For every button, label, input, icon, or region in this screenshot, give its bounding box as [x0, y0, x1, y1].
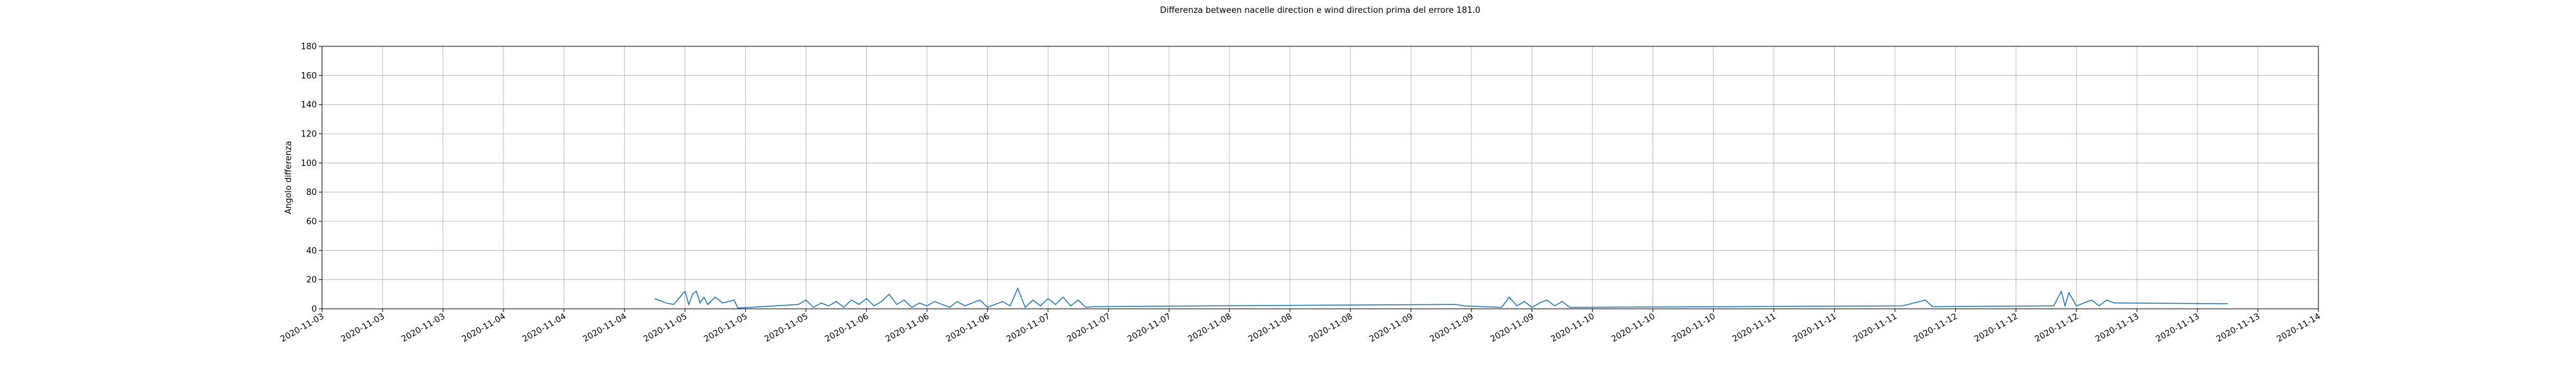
y-tick-label: 100: [301, 159, 317, 169]
x-tick-label: 2020-11-07: [1126, 311, 1173, 344]
x-tick-label: 2020-11-14: [2275, 311, 2322, 344]
x-tick-label: 2020-11-11: [1792, 311, 1839, 344]
x-tick-label: 2020-11-06: [824, 311, 871, 344]
x-tick-label: 2020-11-11: [1731, 311, 1778, 344]
x-tick-label: 2020-11-03: [279, 311, 326, 344]
y-tick-label: 40: [306, 246, 317, 256]
x-tick-label: 2020-11-10: [1671, 311, 1718, 344]
chart-title: Differenza between nacelle direction e w…: [1160, 6, 1481, 15]
x-tick-label: 2020-11-10: [1549, 311, 1596, 344]
x-tick-label: 2020-11-05: [642, 311, 689, 344]
x-tick-label: 2020-11-04: [582, 311, 629, 344]
x-tick-label: 2020-11-03: [400, 311, 447, 344]
y-tick-label: 0: [312, 305, 317, 315]
x-tick-label: 2020-11-12: [1912, 311, 1959, 344]
x-tick-label: 2020-11-08: [1186, 311, 1233, 344]
y-axis-label: Angolo differenza: [284, 141, 294, 214]
x-tick-label: 2020-11-06: [884, 311, 931, 344]
x-tick-label: 2020-11-09: [1368, 311, 1415, 344]
x-tick-label: 2020-11-08: [1247, 311, 1294, 344]
x-tick-label: 2020-11-11: [1852, 311, 1899, 344]
x-tick-label: 2020-11-13: [2215, 311, 2262, 344]
x-tick-label: 2020-11-09: [1428, 311, 1475, 344]
y-tick-label: 180: [301, 42, 317, 52]
x-tick-label: 2020-11-03: [339, 311, 386, 344]
x-tick-label: 2020-11-09: [1489, 311, 1536, 344]
x-tick-label: 2020-11-06: [944, 311, 991, 344]
x-tick-label: 2020-11-13: [2154, 311, 2201, 344]
y-tick-label: 80: [306, 188, 317, 198]
y-tick-label: 20: [306, 275, 317, 285]
data-line: [654, 287, 2228, 309]
x-tick-label: 2020-11-04: [521, 311, 568, 344]
y-tick-label: 160: [301, 71, 317, 81]
x-tick-label: 2020-11-12: [2033, 311, 2080, 344]
y-tick-label: 120: [301, 130, 317, 140]
x-tick-label: 2020-11-10: [1610, 311, 1657, 344]
x-tick-label: 2020-11-13: [2094, 311, 2141, 344]
y-tick-label: 140: [301, 100, 317, 110]
x-tick-label: 2020-11-04: [460, 311, 507, 344]
x-tick-label: 2020-11-05: [763, 311, 810, 344]
x-tick-label: 2020-11-07: [1065, 311, 1112, 344]
x-tick-label: 2020-11-12: [1973, 311, 2020, 344]
y-tick-label: 60: [306, 217, 317, 227]
x-tick-label: 2020-11-08: [1307, 311, 1354, 344]
x-tick-label: 2020-11-05: [703, 311, 750, 344]
plot-frame: [321, 46, 2319, 309]
x-tick-label: 2020-11-07: [1005, 311, 1052, 344]
